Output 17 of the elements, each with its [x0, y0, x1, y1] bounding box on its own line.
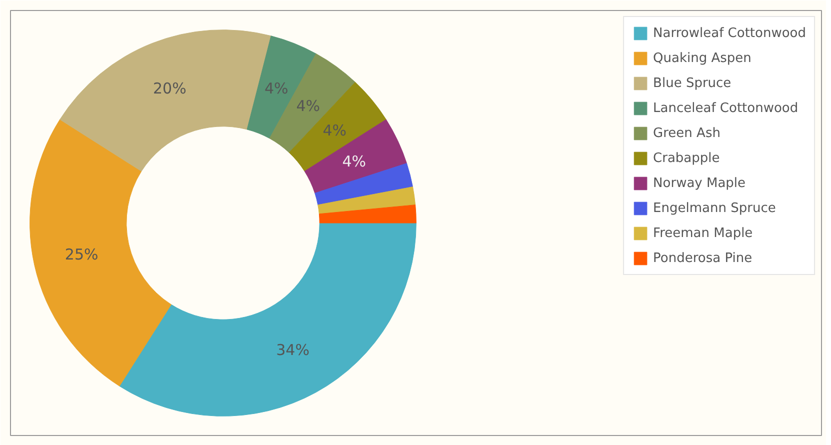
legend-label: Narrowleaf Cottonwood — [653, 26, 806, 40]
legend-label: Quaking Aspen — [653, 50, 752, 66]
legend-label: Blue Spruce — [653, 76, 732, 90]
data-label: 4% — [322, 122, 347, 140]
legend-label: Freeman Maple — [653, 226, 753, 240]
legend-label: Ponderosa Pine — [653, 250, 752, 266]
data-label: 25% — [64, 246, 98, 264]
legend-label: Crabapple — [653, 150, 720, 166]
data-label: 4% — [342, 152, 366, 170]
legend-label: Engelmann Spruce — [653, 200, 776, 216]
data-label: 4% — [296, 96, 320, 115]
data-label: 34% — [276, 340, 310, 359]
legend-label: Norway Maple — [653, 176, 746, 190]
data-label: 4% — [264, 79, 288, 98]
legend-label: Green Ash — [653, 126, 720, 140]
data-label: 20% — [152, 79, 186, 98]
legend-label: Lanceleaf Cottonwood — [653, 100, 798, 116]
